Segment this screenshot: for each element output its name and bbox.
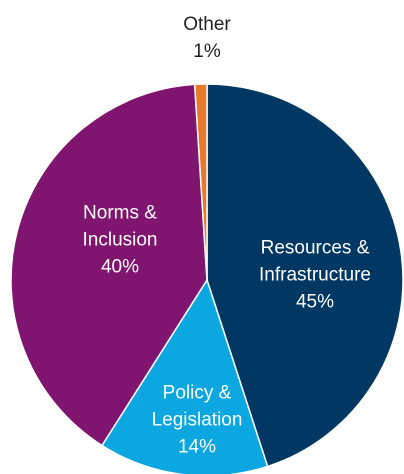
value-label: 1% <box>193 41 221 62</box>
slice-label: Policy & Legislation 14% <box>122 380 272 461</box>
slice-label: Norms & Inclusion 40% <box>60 200 180 281</box>
category-label: Resources & Infrastructure <box>259 237 371 286</box>
category-label: Other <box>183 14 231 35</box>
slice-label: Other 1% <box>147 11 267 65</box>
value-label: 14% <box>177 436 217 458</box>
pie-slice <box>206 83 404 468</box>
value-label: 40% <box>100 256 140 278</box>
pie-slice <box>100 278 269 474</box>
value-label: 45% <box>295 291 335 313</box>
slice-label: Resources & Infrastructure 45% <box>240 235 390 316</box>
pie-slice <box>10 83 208 447</box>
category-label: Norms & Inclusion <box>82 202 158 251</box>
category-label: Policy & Legislation <box>151 382 243 431</box>
pie-slice <box>193 83 208 281</box>
